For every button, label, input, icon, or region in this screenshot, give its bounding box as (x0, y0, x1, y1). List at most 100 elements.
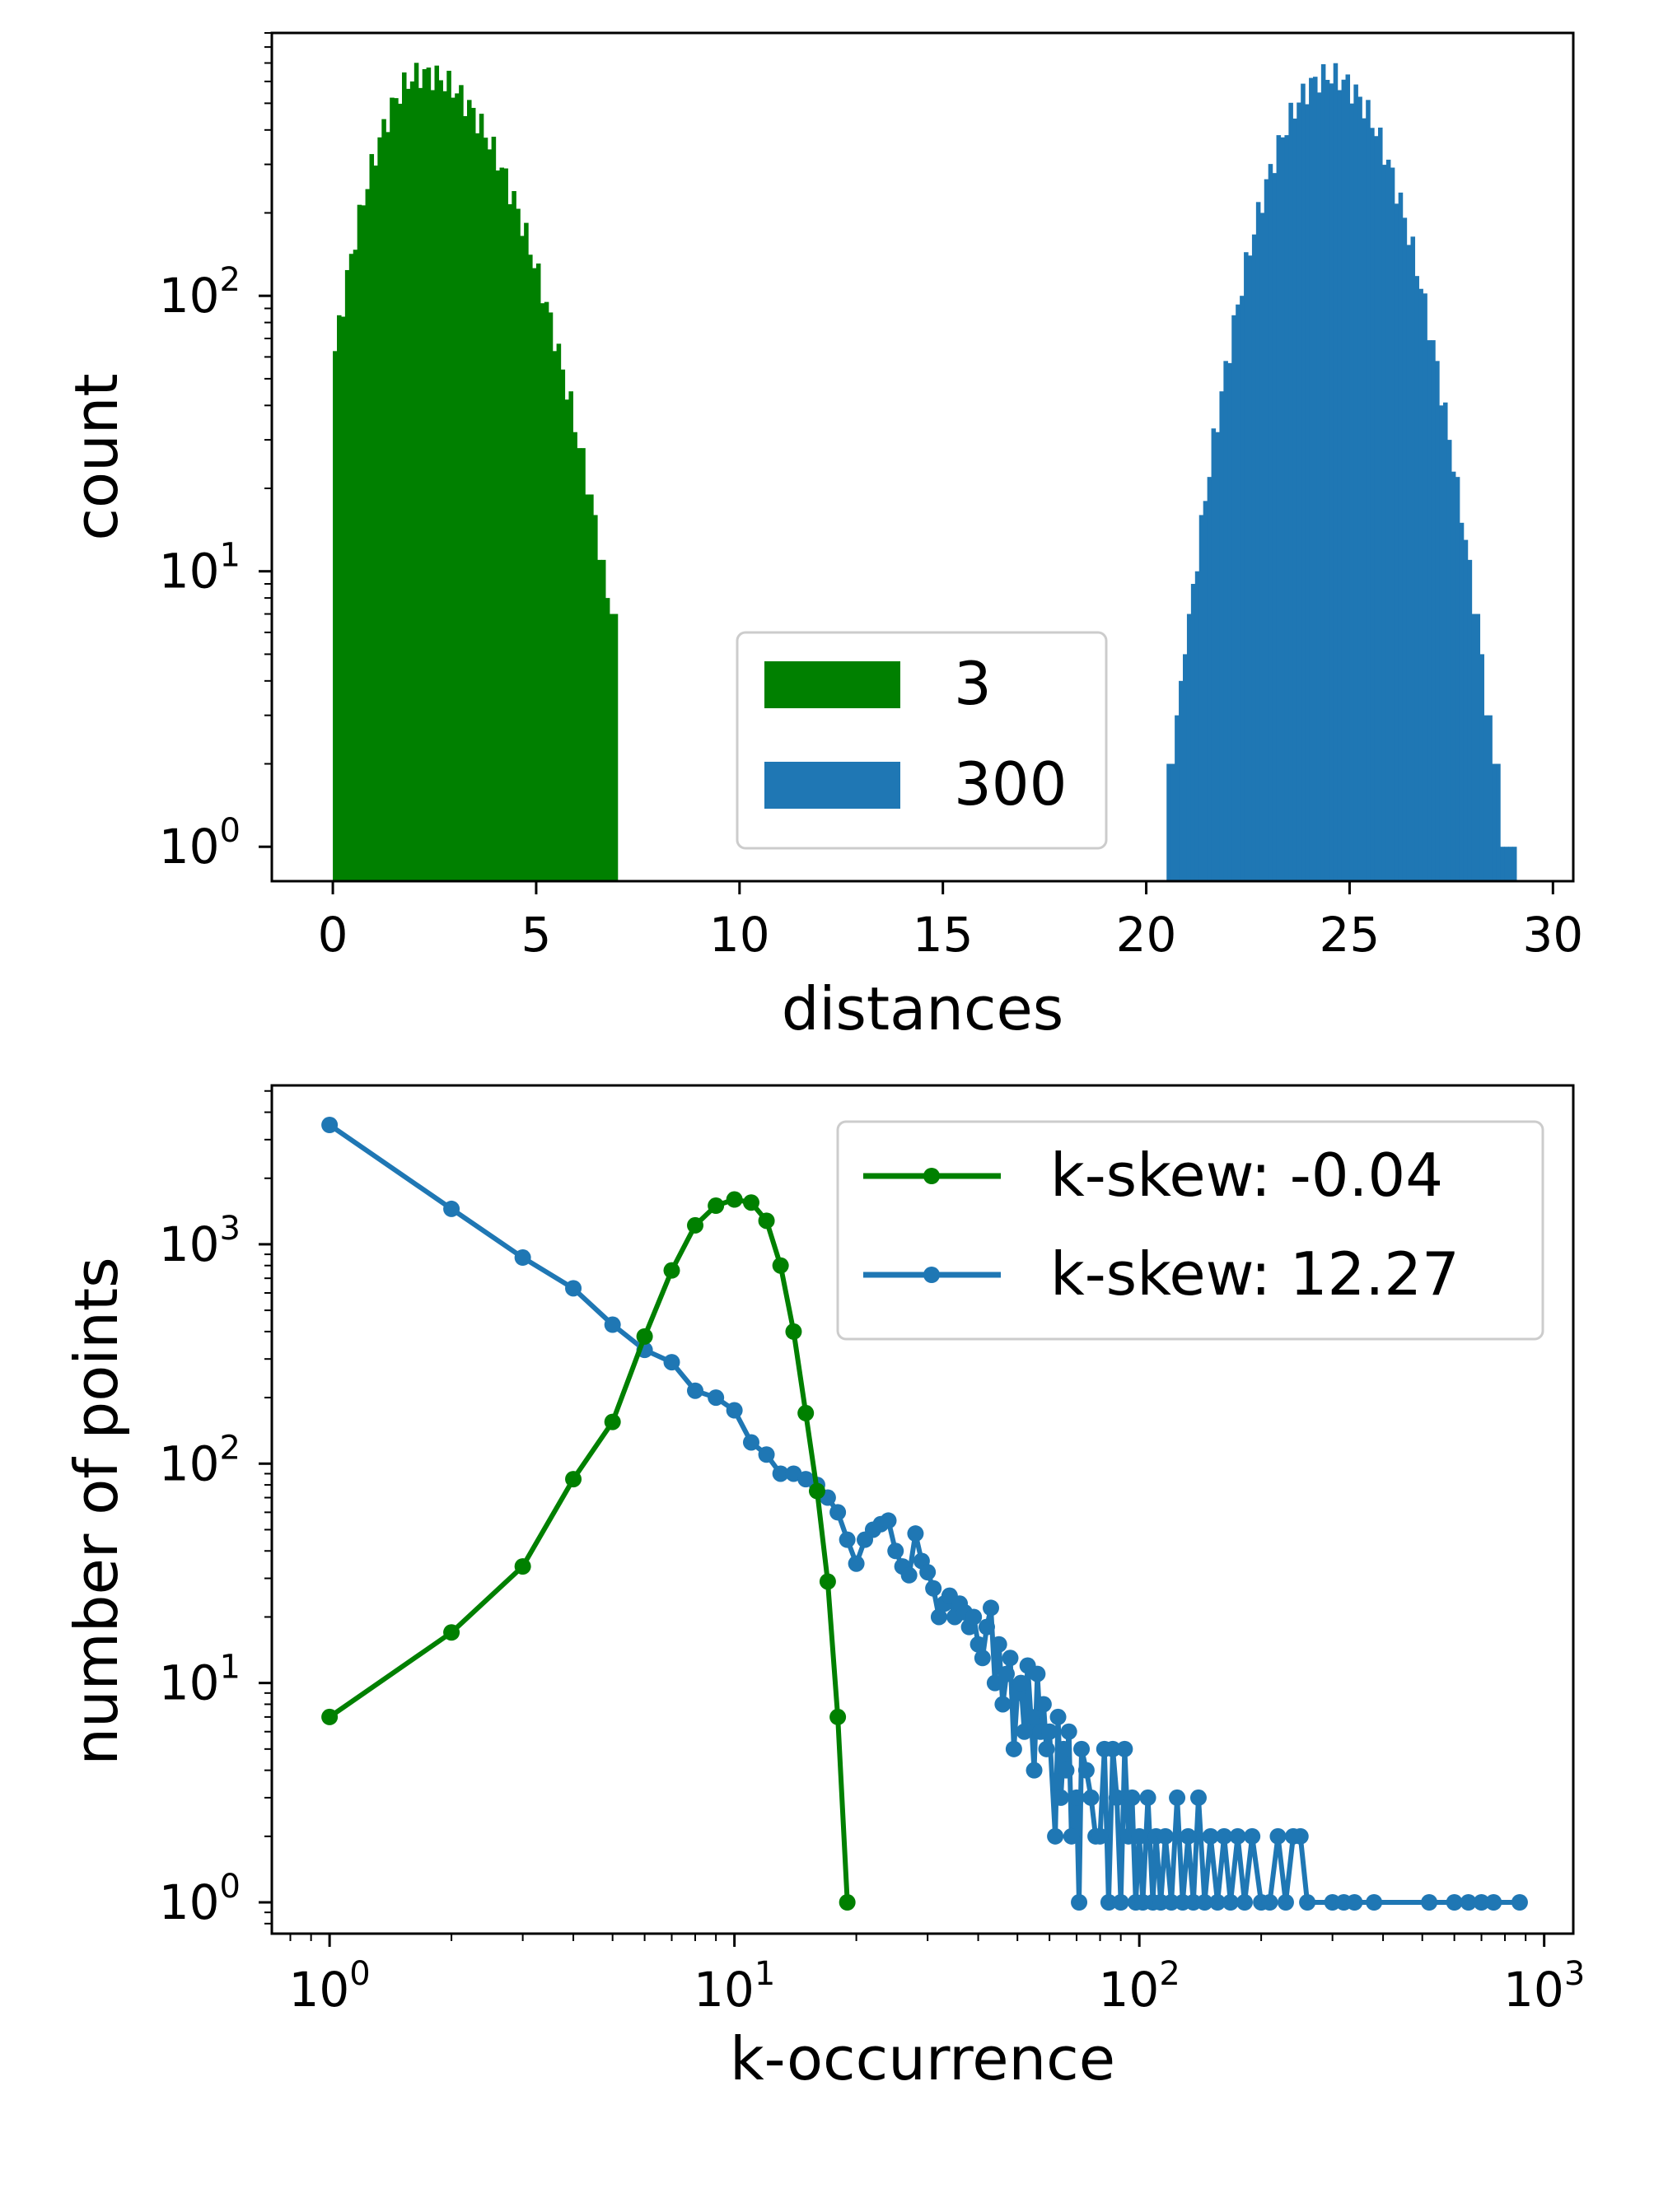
series-point-blue (1156, 1827, 1174, 1845)
histogram-x-tick-label: 25 (1320, 907, 1381, 963)
histogram-bar-3 (402, 72, 407, 882)
series-point-green (819, 1573, 836, 1590)
histogram-bar-3 (361, 205, 367, 882)
histogram-bar-3 (520, 236, 525, 881)
series-point-blue (1002, 1650, 1019, 1667)
series-point-green (772, 1257, 789, 1274)
series-point-blue (443, 1200, 460, 1217)
histogram-bar-300 (1259, 212, 1265, 881)
series-point-blue (1485, 1893, 1502, 1911)
histogram-bar-300 (1394, 203, 1399, 881)
histogram-bar-300 (1370, 128, 1375, 881)
legend-label-3: 3 (954, 649, 992, 718)
series-point-blue (990, 1636, 1007, 1653)
histogram-bar-300 (1284, 135, 1289, 882)
histogram-bar-300 (1402, 217, 1408, 882)
histogram-bar-3 (564, 399, 570, 881)
histogram-bar-300 (1276, 135, 1282, 882)
histogram-bar-3 (483, 138, 488, 881)
k-occurrence-y-tick-label: 100 (159, 1868, 241, 1930)
histogram-bar-300 (1463, 539, 1469, 881)
histogram-x-tick-label: 15 (913, 907, 974, 963)
histogram-bar-300 (1439, 405, 1444, 881)
k-occurrence-legend-box (836, 1120, 1544, 1341)
histogram-bar-3 (353, 250, 358, 882)
series-point-blue (687, 1382, 704, 1399)
legend-label-k-skew-blue: k-skew: 12.27 (1050, 1239, 1460, 1309)
histogram-bar-3 (593, 515, 598, 881)
histogram-bar-3 (357, 204, 362, 881)
histogram-y-tick-label: 100 (159, 812, 241, 875)
histogram-bar-300 (1179, 680, 1184, 881)
series-point-blue (1012, 1674, 1030, 1692)
histogram-bar-300 (1488, 715, 1493, 881)
histogram-bar-300 (1459, 522, 1465, 881)
histogram-bar-3 (459, 85, 464, 881)
histogram-bar-300 (1231, 315, 1236, 881)
series-point-blue (880, 1512, 897, 1529)
series-point-blue (965, 1608, 983, 1626)
histogram-bar-300 (1427, 340, 1432, 881)
histogram-bar-300 (1268, 164, 1273, 881)
k-occurrence-x-ticks: 100 101 102 103 (288, 1934, 1585, 2018)
series-point-blue (1047, 1827, 1064, 1845)
histogram-bar-3 (422, 68, 428, 881)
series-point-blue (930, 1608, 947, 1626)
histogram-bar-300 (1255, 202, 1261, 881)
series-point-blue (1366, 1893, 1383, 1911)
series-point-blue (321, 1117, 339, 1134)
series-point-green (443, 1624, 460, 1641)
histogram-bar-300 (1190, 584, 1196, 881)
series-point-blue (1073, 1740, 1091, 1757)
histogram-bar-300 (1203, 501, 1208, 881)
k-occurrence-lines (321, 1117, 1528, 1911)
series-point-blue (1131, 1827, 1148, 1845)
series-point-blue (1511, 1893, 1528, 1911)
histogram-bars (333, 63, 1517, 882)
series-point-blue (514, 1249, 531, 1267)
series-point-blue (1068, 1789, 1086, 1806)
series-point-blue (1180, 1827, 1197, 1845)
histogram-bar-3 (365, 189, 371, 882)
histogram-bar-3 (560, 369, 566, 882)
histogram-x-tick-label: 10 (709, 907, 770, 963)
series-point-blue (1016, 1723, 1033, 1740)
series-point-green (321, 1708, 339, 1725)
histogram-bar-3 (409, 81, 415, 881)
histogram-bar-3 (426, 68, 432, 882)
series-point-blue (1244, 1827, 1261, 1845)
histogram-bar-3 (581, 448, 586, 881)
histogram-bar-300 (1227, 362, 1232, 881)
series-point-blue (1473, 1893, 1490, 1911)
histogram-bar-3 (394, 98, 399, 881)
histogram-bar-300 (1467, 559, 1473, 881)
series-point-blue (604, 1316, 621, 1333)
histogram-bar-3 (495, 170, 501, 881)
histogram-bar-3 (348, 254, 354, 881)
histogram-bar-3 (532, 268, 537, 881)
histogram-bar-3 (369, 154, 375, 881)
series-point-blue (1184, 1893, 1202, 1911)
series-point-blue (1104, 1740, 1121, 1757)
histogram-bar-300 (1316, 92, 1322, 882)
histogram-x-axis-label: distances (782, 974, 1064, 1043)
histogram-bar-300 (1353, 84, 1358, 882)
histogram-bar-300 (1170, 763, 1175, 881)
histogram-bar-300 (1381, 165, 1387, 882)
series-point-blue (1169, 1789, 1186, 1806)
series-point-blue (986, 1674, 1003, 1692)
histogram-bar-3 (585, 494, 590, 881)
series-point-blue (1055, 1740, 1072, 1757)
series-point-green (808, 1482, 825, 1500)
histogram-bar-300 (1198, 515, 1204, 881)
histogram-bar-3 (470, 108, 476, 881)
series-point-blue (1229, 1827, 1246, 1845)
histogram-bar-3 (556, 343, 562, 881)
histogram-bar-300 (1320, 63, 1326, 881)
histogram-bar-300 (1325, 79, 1330, 882)
k-occurrence-y-tick-label: 102 (159, 1429, 241, 1491)
series-point-blue (1041, 1723, 1058, 1740)
series-point-blue (839, 1531, 856, 1548)
series-point-blue (1196, 1893, 1213, 1911)
series-point-blue (1049, 1708, 1067, 1725)
